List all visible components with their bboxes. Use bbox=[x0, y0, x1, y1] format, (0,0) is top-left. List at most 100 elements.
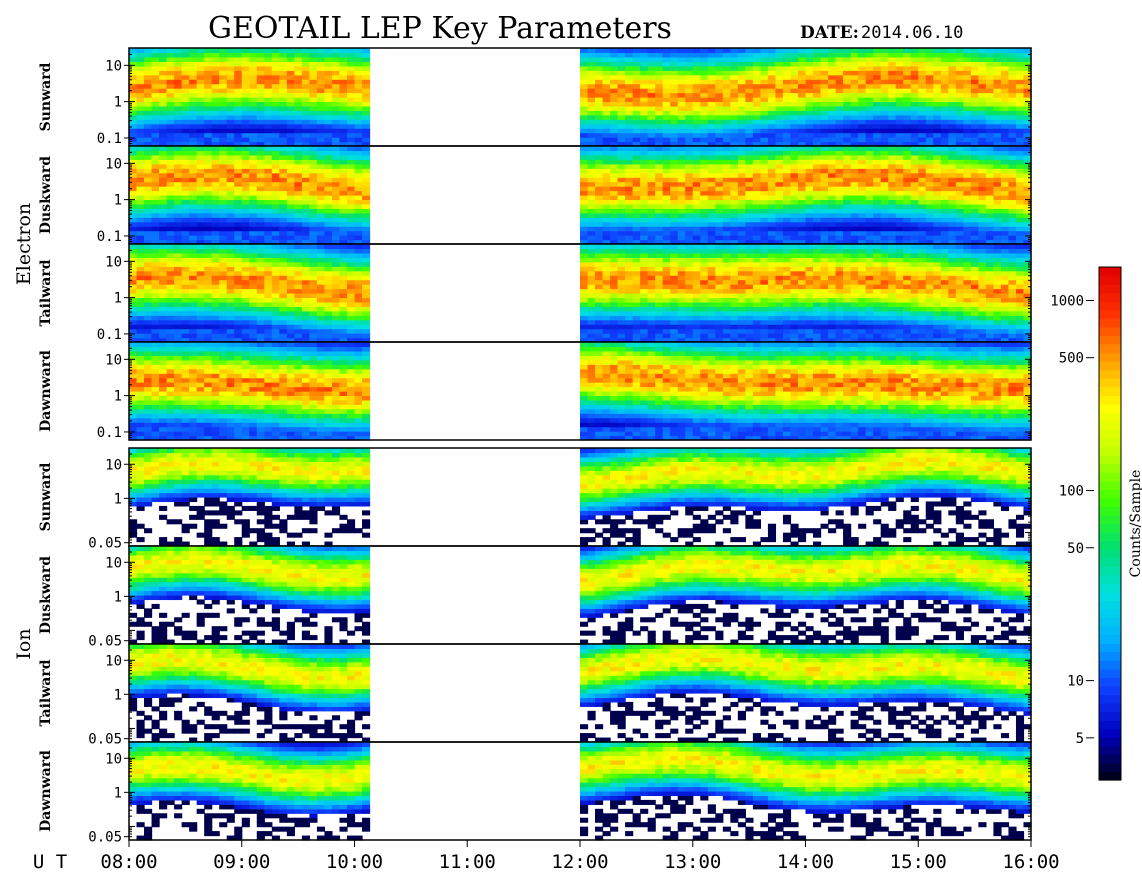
heatmap-cell bbox=[805, 235, 814, 241]
heatmap-cell bbox=[309, 257, 318, 263]
heatmap-cell bbox=[970, 177, 979, 183]
heatmap-cell bbox=[219, 252, 228, 258]
heatmap-cell bbox=[640, 217, 649, 223]
heatmap-cell bbox=[294, 301, 303, 307]
heatmap-cell bbox=[625, 123, 634, 129]
heatmap-cell bbox=[196, 137, 205, 143]
heatmap-cell bbox=[640, 110, 649, 116]
heatmap-cell bbox=[865, 88, 874, 94]
heatmap-cell bbox=[670, 79, 679, 85]
heatmap-cell bbox=[835, 217, 844, 223]
heatmap-cell bbox=[820, 88, 829, 94]
heatmap-cell bbox=[339, 212, 348, 218]
heatmap-cell bbox=[797, 137, 807, 143]
heatmap-cell bbox=[219, 310, 228, 316]
heatmap-cell bbox=[1015, 74, 1025, 80]
heatmap-cell bbox=[249, 270, 258, 276]
heatmap-cell bbox=[249, 79, 258, 85]
heatmap-cell bbox=[647, 56, 656, 62]
heatmap-cell bbox=[211, 203, 220, 209]
heatmap-cell bbox=[752, 74, 761, 80]
heatmap-cell bbox=[880, 74, 889, 80]
heatmap-cell bbox=[241, 190, 250, 196]
heatmap-cell bbox=[166, 297, 175, 303]
heatmap-cell bbox=[685, 52, 694, 58]
heatmap-cell bbox=[324, 110, 333, 116]
heatmap-cell bbox=[346, 70, 356, 76]
heatmap-cell bbox=[219, 293, 228, 299]
heatmap-cell bbox=[655, 190, 664, 196]
heatmap-cell bbox=[602, 79, 611, 85]
heatmap-cell bbox=[144, 270, 153, 276]
heatmap-cell bbox=[166, 301, 175, 307]
heatmap-cell bbox=[963, 114, 972, 120]
heatmap-cell bbox=[286, 128, 295, 134]
heatmap-cell bbox=[843, 159, 852, 165]
heatmap-cell bbox=[820, 146, 829, 152]
heatmap-cell bbox=[264, 221, 273, 227]
heatmap-cell bbox=[745, 52, 754, 58]
heatmap-cell bbox=[331, 168, 341, 174]
heatmap-cell bbox=[940, 146, 949, 152]
heatmap-cell bbox=[174, 252, 183, 258]
heatmap-cell bbox=[925, 150, 934, 156]
heatmap-cell bbox=[955, 181, 964, 187]
heatmap-cell bbox=[610, 141, 619, 147]
heatmap-cell bbox=[189, 97, 198, 103]
heatmap-cell bbox=[730, 177, 739, 183]
heatmap-cell bbox=[602, 97, 611, 103]
heatmap-cell bbox=[189, 181, 198, 187]
heatmap-cell bbox=[279, 181, 288, 187]
heatmap-cell bbox=[843, 79, 852, 85]
heatmap-cell bbox=[955, 79, 964, 85]
heatmap-cell bbox=[835, 177, 844, 183]
heatmap-cell bbox=[662, 65, 671, 71]
heatmap-cell bbox=[767, 186, 777, 192]
heatmap-cell bbox=[204, 181, 213, 187]
heatmap-cell bbox=[722, 123, 731, 129]
heatmap-cell bbox=[294, 154, 303, 160]
heatmap-cell bbox=[346, 154, 356, 160]
heatmap-cell bbox=[640, 56, 649, 62]
heatmap-cell bbox=[129, 150, 138, 156]
heatmap-cell bbox=[362, 137, 371, 143]
heatmap-cell bbox=[249, 110, 258, 116]
heatmap-cell bbox=[241, 275, 250, 281]
heatmap-cell bbox=[985, 221, 995, 227]
heatmap-cell bbox=[888, 208, 897, 214]
heatmap-cell bbox=[129, 101, 138, 107]
heatmap-cell bbox=[662, 212, 671, 218]
heatmap-cell bbox=[294, 97, 303, 103]
heatmap-cell bbox=[331, 288, 341, 294]
heatmap-cell bbox=[151, 203, 160, 209]
heatmap-cell bbox=[1023, 48, 1032, 54]
heatmap-cell bbox=[782, 70, 792, 76]
heatmap-cell bbox=[580, 88, 589, 94]
heatmap-cell bbox=[685, 172, 694, 178]
heatmap-cell bbox=[948, 137, 957, 143]
heatmap-cell bbox=[797, 159, 807, 165]
heatmap-cell bbox=[234, 248, 243, 254]
heatmap-cell bbox=[685, 230, 694, 236]
heatmap-cell bbox=[985, 65, 995, 71]
heatmap-cell bbox=[925, 65, 934, 71]
heatmap-cell bbox=[692, 97, 701, 103]
heatmap-cell bbox=[294, 239, 303, 245]
heatmap-cell bbox=[933, 163, 942, 169]
heatmap-cell bbox=[271, 239, 280, 245]
heatmap-cell bbox=[151, 310, 160, 316]
heatmap-cell bbox=[331, 301, 341, 307]
heatmap-cell bbox=[219, 270, 228, 276]
heatmap-cell bbox=[129, 257, 138, 263]
heatmap-cell bbox=[249, 199, 258, 205]
heatmap-cell bbox=[752, 150, 761, 156]
heatmap-cell bbox=[640, 181, 649, 187]
heatmap-cell bbox=[632, 48, 641, 54]
heatmap-cell bbox=[737, 74, 746, 80]
heatmap-cell bbox=[136, 301, 145, 307]
heatmap-cell bbox=[655, 70, 664, 76]
heatmap-cell bbox=[174, 97, 183, 103]
heatmap-cell bbox=[752, 195, 761, 201]
heatmap-cell bbox=[602, 168, 611, 174]
heatmap-cell bbox=[692, 190, 701, 196]
